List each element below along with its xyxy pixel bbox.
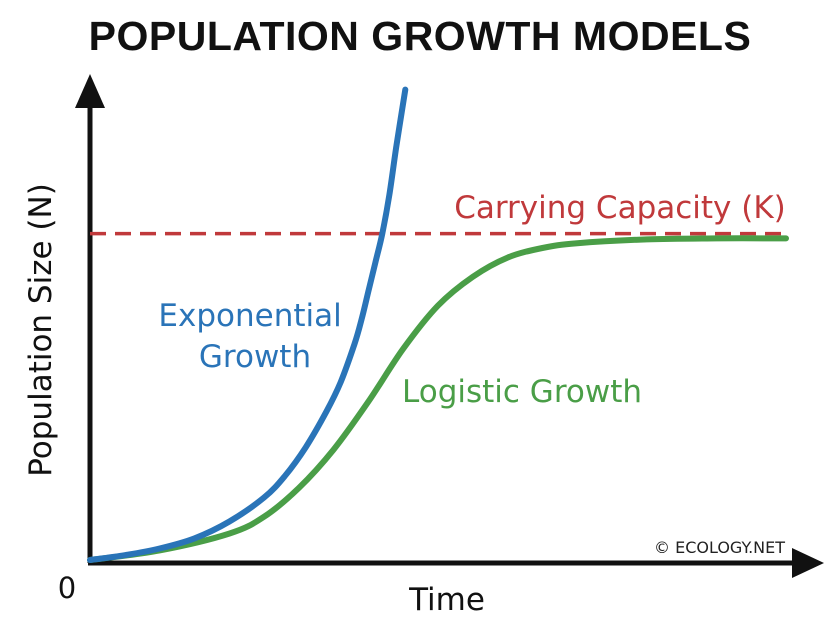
chart-title: POPULATION GROWTH MODELS — [88, 13, 752, 59]
exponential-growth-label-line1: Exponential — [158, 298, 341, 334]
carrying-capacity-label: Carrying Capacity (K) — [454, 190, 786, 226]
y-axis-arrow — [75, 74, 105, 108]
x-axis-label: Time — [408, 582, 485, 618]
exponential-growth-line — [87, 86, 409, 563]
origin-label: 0 — [58, 571, 76, 605]
watermark: © ECOLOGY.NET — [654, 538, 785, 557]
exponential-growth-label: Exponential Growth — [158, 298, 351, 375]
exponential-growth-label-line2: Growth — [199, 339, 311, 375]
y-axis-label: Population Size (N) — [23, 183, 59, 477]
series-layer — [87, 86, 789, 563]
logistic-growth-line — [87, 235, 789, 563]
logistic-growth-label: Logistic Growth — [402, 374, 642, 410]
x-axis-arrow — [792, 548, 824, 578]
